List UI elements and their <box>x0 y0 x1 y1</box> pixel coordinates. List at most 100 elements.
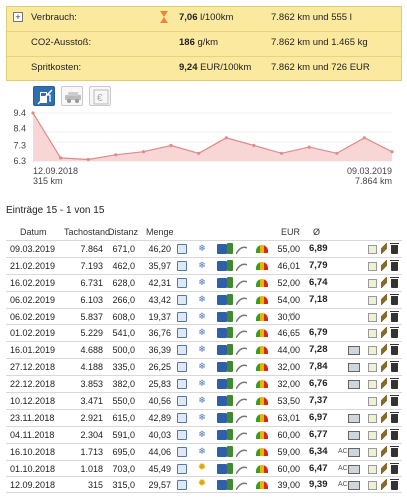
table-row[interactable]: 23.11.2018 2.921 615,0 42,89 ❄ 63,01 6,97 <box>6 408 402 426</box>
table-row[interactable]: 16.02.2019 6.731 628,0 42,31 ❄ 52,00 6,74 <box>6 273 402 291</box>
edit-icon[interactable] <box>381 411 387 423</box>
edit-icon[interactable] <box>381 479 387 491</box>
expand-icon[interactable]: + <box>13 12 23 22</box>
edit-icon[interactable] <box>381 293 387 305</box>
note-icon[interactable] <box>368 464 377 474</box>
table-row[interactable]: 16.10.2018 1.713 695,0 44,06 ❄ 59,00 6,34 AC <box>6 442 402 460</box>
note-icon[interactable] <box>368 329 377 339</box>
monitor-icon <box>348 346 360 356</box>
cell-distance: 695,0 <box>112 446 135 457</box>
col-date[interactable]: Datum <box>20 227 47 237</box>
trash-icon[interactable] <box>390 428 399 440</box>
tire-icon <box>177 446 187 457</box>
city-icon <box>227 411 233 423</box>
note-icon[interactable] <box>368 380 377 390</box>
trash-icon[interactable] <box>390 344 399 356</box>
summary-label: CO2-Ausstoß: <box>31 37 92 48</box>
col-euro[interactable]: EUR <box>281 227 301 237</box>
tire-icon <box>177 294 187 305</box>
note-icon[interactable] <box>368 295 377 305</box>
note-icon[interactable] <box>368 481 377 491</box>
gauge-icon <box>256 481 268 490</box>
table-row[interactable]: 09.03.2019 7.864 671,0 46,20 ❄ 55,00 6,89 <box>6 240 402 257</box>
trash-icon[interactable] <box>390 462 399 474</box>
edit-icon[interactable] <box>381 462 387 474</box>
edit-icon[interactable] <box>381 445 387 457</box>
cell-consumption: 6,79 <box>309 327 328 339</box>
table-row[interactable]: 10.12.2018 3.471 550,0 40,56 ❄ 53,50 7,37 <box>6 392 402 409</box>
gauge-icon <box>256 329 268 338</box>
note-icon[interactable] <box>368 312 377 322</box>
table-row[interactable]: 01.10.2018 1.018 703,0 45,49 ✹ 60,00 6,47 AC <box>6 459 402 477</box>
col-consumption[interactable]: Ø <box>313 227 321 237</box>
trash-icon[interactable] <box>390 361 399 373</box>
edit-icon[interactable] <box>381 243 387 254</box>
chart-point[interactable] <box>307 145 311 149</box>
chart-point[interactable] <box>252 143 256 148</box>
note-icon[interactable] <box>368 413 377 423</box>
trash-icon[interactable] <box>390 445 399 457</box>
trash-icon[interactable] <box>390 259 399 271</box>
note-icon[interactable] <box>368 447 377 457</box>
tab-costs[interactable]: € <box>89 86 111 106</box>
cell-euro: 59,00 <box>277 446 300 457</box>
trash-icon[interactable] <box>390 411 399 423</box>
edit-icon[interactable] <box>381 428 387 440</box>
table-row[interactable]: 06.02.2019 6.103 266,0 43,42 ❄ 54,00 7,18 <box>6 290 402 308</box>
note-icon[interactable] <box>368 245 377 254</box>
edit-icon[interactable] <box>381 378 387 390</box>
table-row[interactable]: 01.02.2019 5.229 541,0 36,76 ❄ 46,65 6,79 <box>6 324 402 341</box>
note-icon[interactable] <box>368 278 377 288</box>
col-quantity[interactable]: Menge <box>146 227 174 237</box>
trash-icon[interactable] <box>390 479 399 491</box>
snowflake-icon: ❄ <box>198 428 206 439</box>
col-odometer[interactable]: Tachostand <box>64 227 111 237</box>
table-row[interactable]: 16.01.2019 4.688 500,0 36,39 ❄ 44,00 7,28 <box>6 341 402 358</box>
trash-icon[interactable] <box>390 243 399 254</box>
chart-point[interactable] <box>59 156 63 160</box>
note-icon[interactable] <box>368 430 377 440</box>
tire-icon <box>177 463 187 474</box>
cell-quantity: 45,49 <box>148 463 171 474</box>
chart-point[interactable] <box>169 143 173 148</box>
trash-icon[interactable] <box>390 310 399 322</box>
note-icon[interactable] <box>368 261 377 271</box>
chart-point[interactable] <box>114 153 118 157</box>
edit-icon[interactable] <box>381 344 387 356</box>
tab-vehicle[interactable] <box>61 86 83 106</box>
chart-point[interactable] <box>335 151 339 155</box>
edit-icon[interactable] <box>381 259 387 271</box>
trash-icon[interactable] <box>390 293 399 305</box>
chart-point[interactable] <box>224 136 228 140</box>
table-row[interactable]: 27.12.2018 4.188 335,0 26,25 ❄ 32,00 7,84 <box>6 358 402 375</box>
trash-icon[interactable] <box>390 378 399 390</box>
chart-point[interactable] <box>279 151 284 155</box>
cell-quantity: 19,37 <box>148 311 171 322</box>
table-row[interactable]: 12.09.2018 315 315,0 29,57 ✹ 39,00 9,39 AC <box>6 476 402 494</box>
col-distance[interactable]: Distanz <box>108 227 139 237</box>
chart-point[interactable] <box>86 157 90 162</box>
chart-point[interactable] <box>141 150 146 154</box>
note-icon[interactable] <box>368 346 377 356</box>
table-row[interactable]: 06.02.2019 5.837 608,0 19,37 ❄ 30,00 ↵ <box>6 307 402 325</box>
edit-icon[interactable] <box>381 327 387 339</box>
table-row[interactable]: 22.12.2018 3.853 382,0 25,83 ❄ 32,00 6,76 <box>6 375 402 392</box>
edit-icon[interactable] <box>381 276 387 288</box>
table-row[interactable]: 21.02.2019 7.193 462,0 35,97 ❄ 46,01 7,79 <box>6 256 402 274</box>
highway-icon <box>217 429 227 440</box>
edit-icon[interactable] <box>381 395 387 407</box>
trash-icon[interactable] <box>390 327 399 339</box>
trash-icon[interactable] <box>390 276 399 288</box>
snowflake-icon: ❄ <box>198 378 206 389</box>
chart-point[interactable] <box>197 151 201 155</box>
chart-point[interactable] <box>390 150 394 154</box>
trash-icon[interactable] <box>390 395 399 407</box>
chart-point[interactable] <box>31 111 35 115</box>
edit-icon[interactable] <box>381 361 387 373</box>
table-row[interactable]: 04.11.2018 2.304 591,0 40,03 ❄ 60,00 6,77 <box>6 425 402 443</box>
chart-point[interactable] <box>362 136 366 140</box>
note-icon[interactable] <box>368 363 377 373</box>
tab-fuel[interactable] <box>33 86 55 106</box>
note-icon[interactable] <box>368 397 377 407</box>
edit-icon[interactable] <box>381 310 387 322</box>
